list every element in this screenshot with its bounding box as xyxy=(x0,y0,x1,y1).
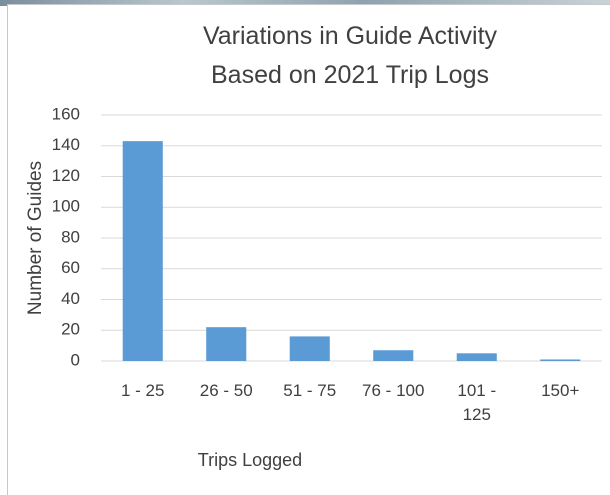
bar xyxy=(290,336,330,361)
bar xyxy=(457,353,497,361)
x-tick-label: 76 - 100 xyxy=(360,379,426,403)
bar xyxy=(373,350,413,361)
x-tick-label: 26 - 50 xyxy=(193,379,259,403)
y-tick-label: 120 xyxy=(52,166,80,185)
x-tick-label: 101 - 125 xyxy=(444,379,510,427)
screenshot: Number of Guides Trips Logged 0 20 40 60 80 1… xyxy=(0,0,610,495)
x-tick-label: 1 - 25 xyxy=(110,379,176,403)
y-tick-label: 20 xyxy=(61,320,80,339)
y-tick-label: 140 xyxy=(52,135,80,154)
chart-title: Variations in Guide Activity Based on 20… xyxy=(200,17,500,95)
y-tick-label: 160 xyxy=(52,104,80,123)
x-tick-label: 51 - 75 xyxy=(277,379,343,403)
x-axis-title: Trips Logged xyxy=(198,450,302,470)
y-tick-label: 100 xyxy=(52,197,80,216)
y-tick-label: 0 xyxy=(71,350,80,369)
y-tick-label: 80 xyxy=(61,227,80,246)
bar xyxy=(123,141,163,361)
bar xyxy=(206,327,246,361)
y-tick-label: 40 xyxy=(61,289,80,308)
x-tick-label: 150+ xyxy=(527,379,593,403)
y-tick-label: 60 xyxy=(61,258,80,277)
y-axis-title: Number of Guides xyxy=(25,161,46,315)
bar xyxy=(540,359,580,361)
